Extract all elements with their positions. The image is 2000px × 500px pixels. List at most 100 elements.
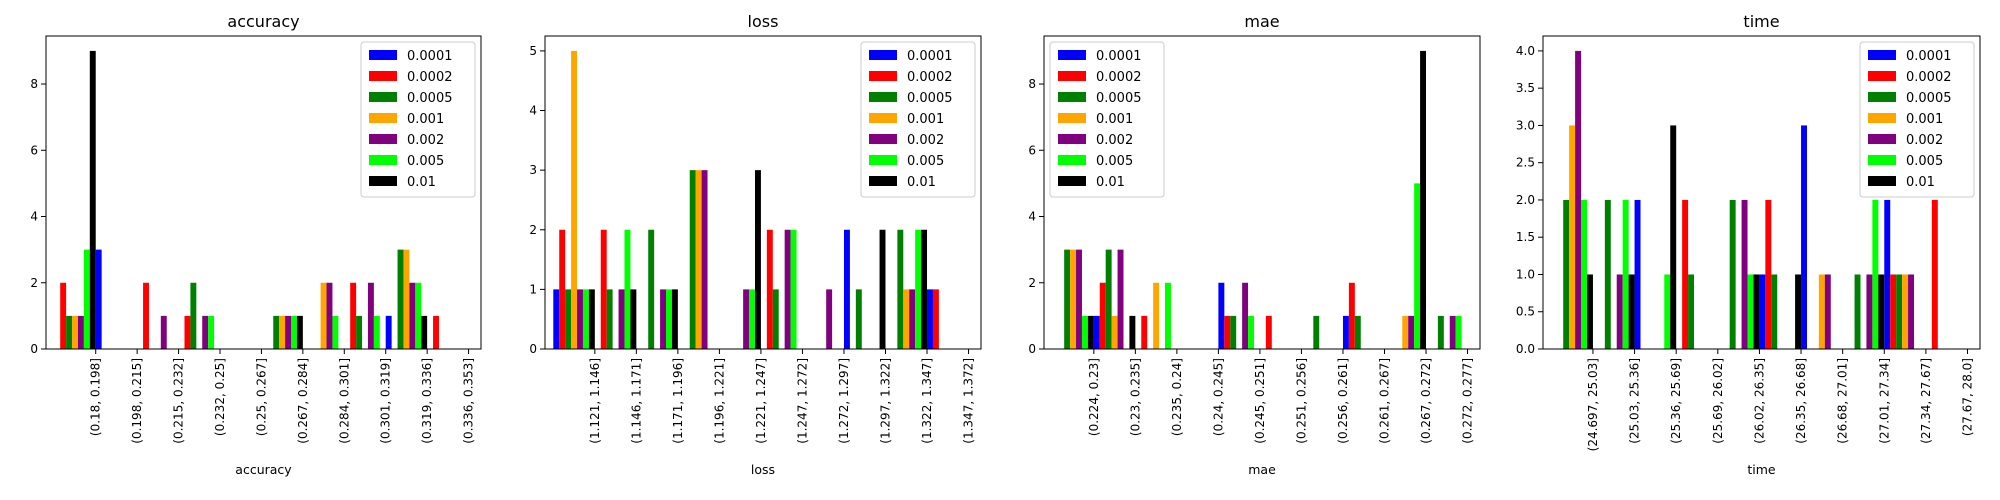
x-tick-label: (0.23, 0.235] xyxy=(1128,358,1142,436)
bar-0.002-(1.146, 1.171] xyxy=(618,289,625,349)
bar-0.002-(1.121, 1.146] xyxy=(577,289,583,349)
bar-0.002-(1.247, 1.272] xyxy=(784,229,791,349)
bar-0.002-(27.34, 27.67] xyxy=(1908,274,1915,349)
y-tick-label: 0 xyxy=(1028,342,1036,356)
legend-label-0.0005: 0.0005 xyxy=(407,91,453,106)
bar-0.0005-(0.224, 0.23] xyxy=(1064,249,1071,349)
bar-0.0002-(0.215, 0.232] xyxy=(143,282,149,349)
x-tick-label: (1.322, 1.347] xyxy=(920,358,934,444)
bar-0.0005-(27.34, 27.67] xyxy=(1896,274,1903,349)
bar-0.002-(1.272, 1.297] xyxy=(826,289,833,349)
legend-swatch-0.005 xyxy=(1868,155,1896,165)
legend-label-0.0005: 0.0005 xyxy=(1096,91,1142,106)
bar-0.001-(1.196, 1.221] xyxy=(695,170,702,349)
legend-label-0.0005: 0.0005 xyxy=(1906,91,1952,106)
bar-0.001-(0.224, 0.23] xyxy=(1070,249,1077,349)
bar-0.0005-(1.196, 1.221] xyxy=(689,170,696,349)
legend-label-0.005: 0.005 xyxy=(407,154,444,169)
legend-label-0.0001: 0.0001 xyxy=(1096,49,1142,64)
chart-title: mae xyxy=(1244,12,1279,31)
x-tick-label: (1.297, 1.322] xyxy=(879,358,893,444)
bar-0.0005-(1.146, 1.171] xyxy=(606,289,613,349)
x-tick-label: (1.121, 1.146] xyxy=(588,358,602,444)
bar-0.0002-(27.67, 28.0] xyxy=(1931,199,1938,349)
bar-0.002-(1.171, 1.196] xyxy=(660,289,667,349)
bar-0.0001-(26.35, 26.68] xyxy=(1759,274,1766,349)
bar-0.002-(0.319, 0.336] xyxy=(409,282,416,349)
legend-label-0.0002: 0.0002 xyxy=(1096,70,1142,85)
chart-panel-mae: mae 0 2 4 6 8 (0.224, 0.23] (0.23, 0.235] (0.235… xyxy=(1028,12,1481,477)
x-tick-label: (25.69, 26.02] xyxy=(1711,358,1725,444)
bar-0.0005-(1.121, 1.146] xyxy=(565,289,572,349)
bar-0.0005-(24.697, 25.03] xyxy=(1563,199,1570,349)
legend-label-0.001: 0.001 xyxy=(407,112,444,127)
legend-label-0.005: 0.005 xyxy=(1096,154,1133,169)
legend-swatch-0.01 xyxy=(1868,176,1896,186)
bar-0.0001-(0.23, 0.235] xyxy=(1093,315,1100,349)
bar-0.01-(26.35, 26.68] xyxy=(1795,274,1802,349)
bar-0.005-(0.235, 0.24] xyxy=(1165,282,1171,349)
x-tick-label: (0.336, 0.353] xyxy=(462,358,476,444)
bar-0.005-(0.267, 0.272] xyxy=(1414,183,1421,349)
bar-0.01-(1.297, 1.322] xyxy=(879,229,886,349)
bar-0.0005-(0.245, 0.251] xyxy=(1230,315,1237,349)
bar-0.0002-(0.18, 0.198] xyxy=(60,282,67,349)
bar-0.001-(0.235, 0.24] xyxy=(1153,282,1160,349)
x-tick-label: (25.36, 25.69] xyxy=(1669,358,1683,444)
legend-swatch-0.001 xyxy=(369,113,397,123)
legend-swatch-0.0001 xyxy=(369,50,397,60)
bar-0.0005-(26.35, 26.68] xyxy=(1771,274,1778,349)
bar-0.002-(0.267, 0.284] xyxy=(285,315,292,349)
y-tick-label: 4 xyxy=(529,104,537,118)
bar-0.002-(1.322, 1.347] xyxy=(909,289,916,349)
bar-0.001-(27.34, 27.67] xyxy=(1902,274,1909,349)
x-tick-label: (0.18, 0.198] xyxy=(89,358,103,436)
bar-0.005-(0.284, 0.301] xyxy=(332,315,339,349)
legend-label-0.001: 0.001 xyxy=(1906,112,1943,127)
bar-0.01-(1.322, 1.347] xyxy=(921,229,928,349)
bar-0.005-(0.232, 0.25] xyxy=(208,315,215,349)
legend: 0.0001 0.0002 0.0005 0.001 0.002 0.005 0.01 xyxy=(360,41,476,198)
bar-0.01-(0.267, 0.272] xyxy=(1420,50,1427,350)
bar-0.005-(1.171, 1.196] xyxy=(666,289,672,349)
x-tick-label: (25.03, 25.36] xyxy=(1628,358,1642,444)
legend-label-0.0001: 0.0001 xyxy=(907,49,953,64)
bar-0.01-(0.319, 0.336] xyxy=(421,315,428,349)
x-tick-label: (0.301, 0.319] xyxy=(379,358,393,444)
bar-0.01-(1.171, 1.196] xyxy=(671,289,678,349)
bar-0.002-(27.01, 27.34] xyxy=(1866,274,1873,349)
chart-panel-accuracy: accuracy 0 2 4 6 8 (0.18, 0.198] (0.198, 0.215]… xyxy=(30,12,482,477)
x-tick-label: (0.215, 0.232] xyxy=(172,358,186,444)
legend: 0.0001 0.0002 0.0005 0.001 0.002 0.005 0.01 xyxy=(1049,41,1165,198)
legend-swatch-0.01 xyxy=(369,176,397,186)
x-tick-label: (0.267, 0.272] xyxy=(1419,358,1433,444)
bar-0.001-(24.697, 25.03] xyxy=(1569,125,1576,350)
legend-swatch-0.001 xyxy=(1058,113,1086,123)
legend-swatch-0.01 xyxy=(1058,176,1086,186)
x-tick-label: (0.24, 0.245] xyxy=(1211,358,1225,436)
bar-0.0005-(25.69, 26.02] xyxy=(1688,274,1695,349)
bar-0.0005-(0.18, 0.198] xyxy=(66,315,73,349)
bar-0.002-(26.02, 26.35] xyxy=(1741,199,1748,349)
bar-0.0005-(1.322, 1.347] xyxy=(897,229,904,349)
x-tick-label: (0.251, 0.256] xyxy=(1294,358,1308,444)
bar-0.005-(1.221, 1.247] xyxy=(749,289,755,349)
axes-frame xyxy=(45,35,482,350)
bar-0.01-(1.121, 1.146] xyxy=(588,289,595,349)
y-tick-label: 8 xyxy=(1028,77,1036,91)
bar-0.002-(26.68, 27.01] xyxy=(1824,274,1831,349)
bar-0.0001-(0.319, 0.336] xyxy=(385,315,392,349)
y-tick-label: 5 xyxy=(529,44,537,58)
bar-0.0005-(25.03, 25.36] xyxy=(1604,199,1611,349)
bar-0.01-(1.221, 1.247] xyxy=(754,170,761,349)
legend-label-0.0002: 0.0002 xyxy=(407,70,453,85)
bar-0.002-(0.284, 0.301] xyxy=(326,282,333,349)
bar-0.0002-(0.261, 0.267] xyxy=(1348,282,1355,349)
x-tick-label: (27.34, 27.67] xyxy=(1919,358,1933,444)
chart-panel-time: time 0.0 0.5 1.0 1.5 2.0 2.5 3.0 3.5 4.0 (24.697, … xyxy=(1516,12,1981,477)
bar-0.001-(1.322, 1.347] xyxy=(903,289,910,349)
x-tick-label: (0.261, 0.267] xyxy=(1378,358,1392,444)
x-axis-label: time xyxy=(1747,462,1776,477)
y-tick-label: 1 xyxy=(529,282,537,296)
bar-0.002-(1.196, 1.221] xyxy=(701,170,708,349)
